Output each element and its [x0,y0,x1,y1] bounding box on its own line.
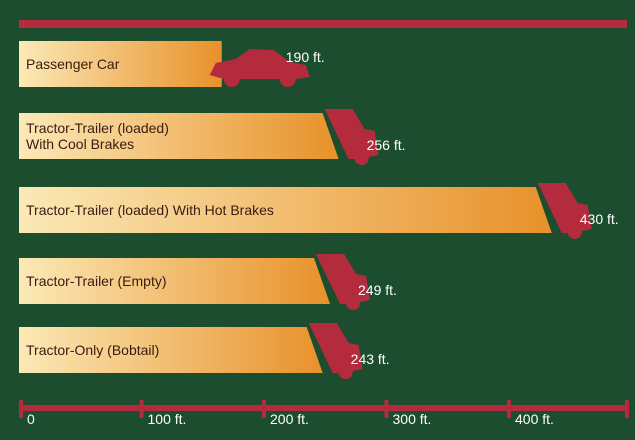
bar-label: Tractor-Only (Bobtail) [26,342,159,358]
bar-label: Passenger Car [26,56,120,72]
bars-layer: Passenger Car 190 ft. Tractor-Trailer (loa… [19,41,619,380]
bar-label: Tractor-Trailer (loaded) [26,120,169,136]
bar [19,258,331,304]
x-axis: 0 100 ft. 200 ft. 300 ft. 400 ft. [19,400,629,427]
truck-icon [537,183,592,240]
x-tick-label: 200 ft. [270,411,309,427]
bar-row: Passenger Car 190 ft. [19,41,325,87]
bar-label: With Cool Brakes [26,136,134,152]
bar-row: Tractor-Trailer (Empty) 249 ft. [19,254,397,311]
truck-icon [316,254,371,311]
bar [19,113,339,159]
bar [19,187,552,233]
bar-row: Tractor-Trailer (loaded)With Cool Brakes… [19,109,406,166]
value-label: 190 ft. [286,49,325,65]
x-tick-label: 100 ft. [148,411,187,427]
value-label: 430 ft. [580,211,619,227]
car-icon [209,49,310,87]
x-tick-label: 400 ft. [515,411,554,427]
x-tick-label: 300 ft. [393,411,432,427]
value-label: 249 ft. [358,282,397,298]
bar [19,41,222,87]
truck-icon [324,109,379,166]
bar-row: Tractor-Only (Bobtail) 243 ft. [19,323,390,380]
value-label: 256 ft. [367,137,406,153]
x-tick-label: 0 [27,411,35,427]
bar [19,327,323,373]
bar-label: Tractor-Trailer (Empty) [26,273,167,289]
value-label: 243 ft. [351,351,390,367]
bar-label: Tractor-Trailer (loaded) With Hot Brakes [26,202,274,218]
bar-row: Tractor-Trailer (loaded) With Hot Brakes… [19,183,619,240]
top-stripe [19,20,627,28]
truck-icon [308,323,363,380]
